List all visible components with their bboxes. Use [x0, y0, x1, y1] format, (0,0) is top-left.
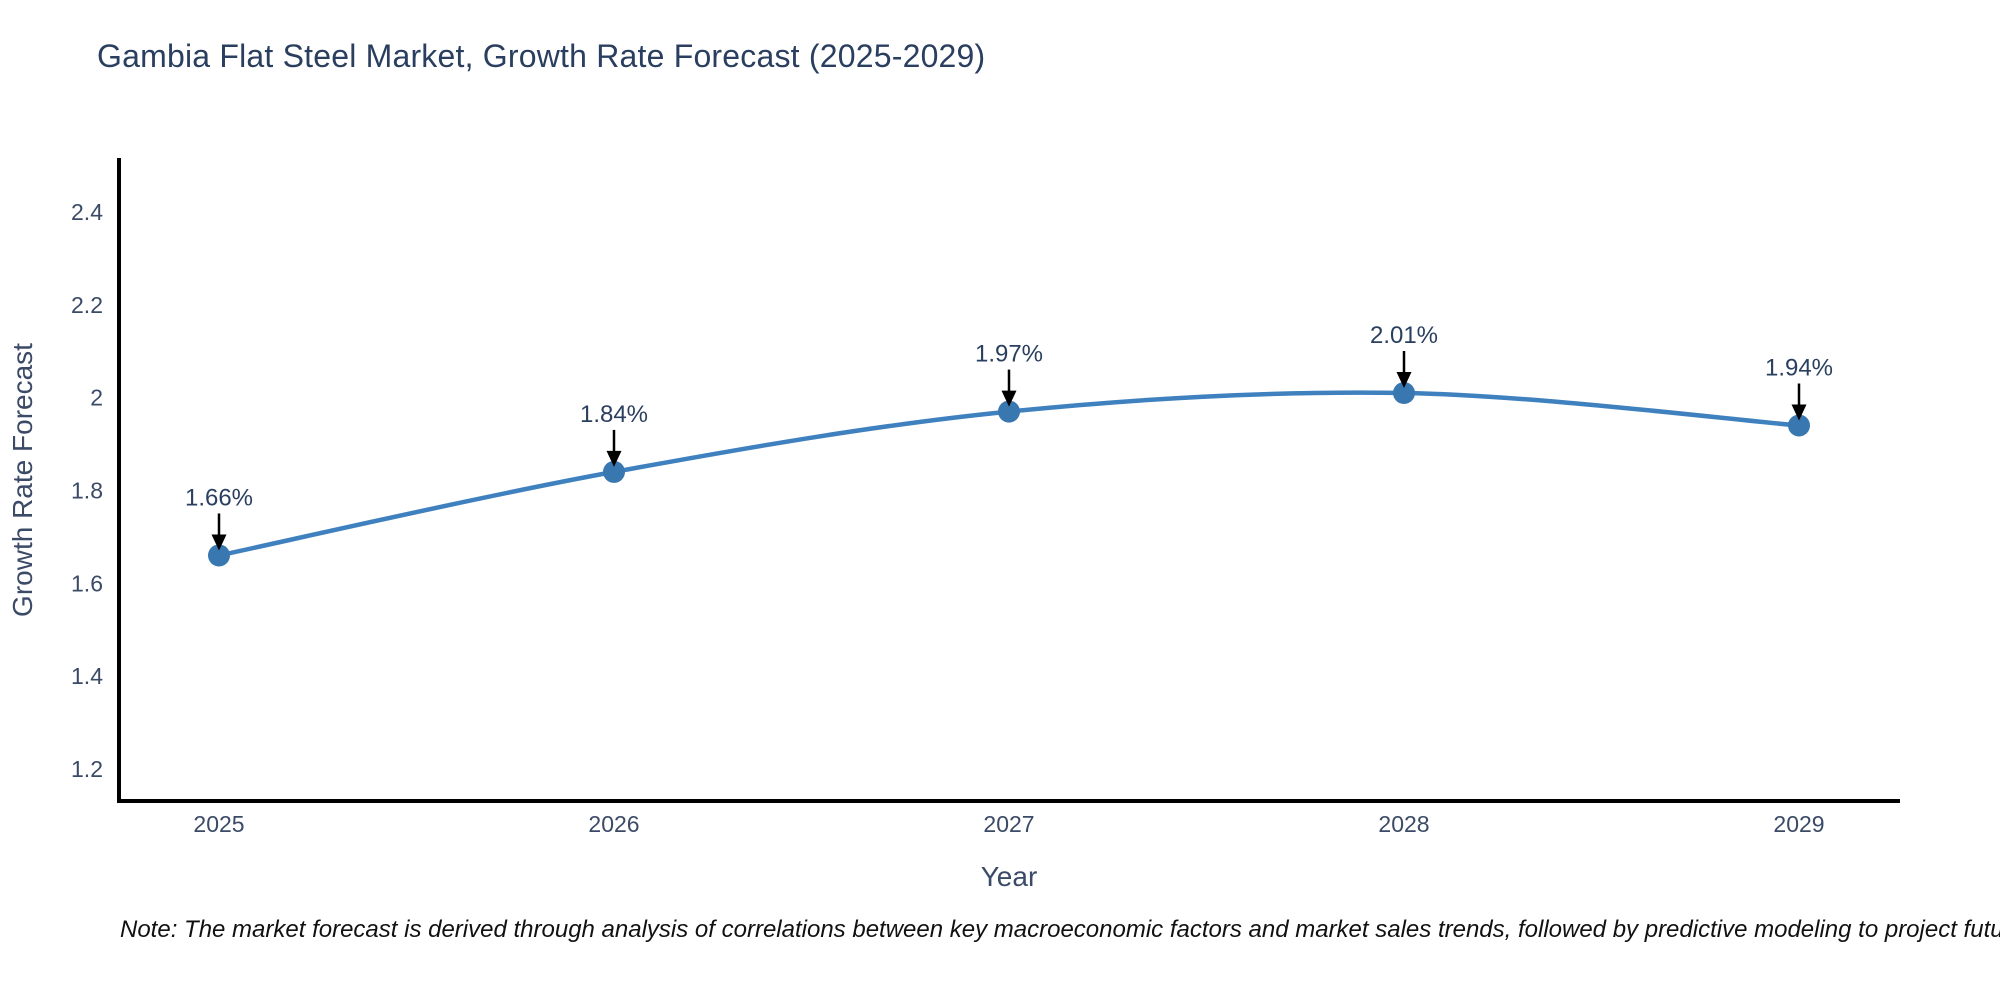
point-annotation: 1.84%: [580, 401, 648, 467]
annotation-label: 1.66%: [185, 484, 253, 511]
data-point-marker: [1393, 382, 1415, 405]
y-tick-label: 1.4: [71, 663, 103, 689]
y-axis-title: Growth Rate Forecast: [7, 343, 38, 617]
annotation-arrowhead-icon: [1791, 404, 1807, 421]
x-tick-label: 2029: [1773, 811, 1824, 837]
data-point-marker: [603, 460, 625, 483]
annotation-arrowhead-icon: [1396, 372, 1412, 389]
x-tick-label: 2025: [193, 811, 244, 837]
annotation-arrowhead-icon: [1001, 390, 1017, 407]
y-tick-label: 1.8: [71, 477, 103, 503]
chart-title: Gambia Flat Steel Market, Growth Rate Fo…: [97, 38, 986, 74]
data-point-marker: [208, 544, 230, 567]
y-tick-label: 2.4: [71, 199, 103, 225]
annotation-label: 2.01%: [1370, 322, 1438, 349]
x-tick-label: 2026: [588, 811, 639, 837]
annotation-arrowhead-icon: [606, 450, 622, 467]
x-tick-label: 2028: [1378, 811, 1429, 837]
point-annotations: 1.66% 1.84% 1.97% 2.01% 1.94%: [185, 322, 1833, 551]
y-tick-label: 1.2: [71, 756, 103, 782]
y-tick-label: 2.2: [71, 292, 103, 318]
axes: [117, 158, 1900, 803]
point-annotation: 1.97%: [975, 341, 1043, 407]
point-annotation: 1.66%: [185, 484, 253, 551]
x-axis-title: Year: [981, 861, 1038, 892]
y-axis-tick-labels: 1.2 1.4 1.6 1.8 2 2.2 2.4: [71, 199, 103, 782]
annotation-label: 1.84%: [580, 401, 648, 428]
data-point-marker: [998, 400, 1020, 423]
annotation-arrowhead-icon: [211, 534, 227, 551]
x-tick-label: 2027: [983, 811, 1034, 837]
x-axis-tick-labels: 2025 2026 2027 2028 2029: [193, 811, 1824, 837]
point-annotation: 2.01%: [1370, 322, 1438, 389]
footnote: Note: The market forecast is derived thr…: [120, 916, 2000, 943]
point-annotation: 1.94%: [1765, 354, 1833, 421]
line-series: [208, 382, 1810, 567]
annotation-label: 1.97%: [975, 341, 1043, 368]
annotation-label: 1.94%: [1765, 354, 1833, 381]
y-tick-label: 1.6: [71, 570, 103, 596]
data-point-marker: [1788, 414, 1810, 437]
y-tick-label: 2: [90, 385, 103, 411]
